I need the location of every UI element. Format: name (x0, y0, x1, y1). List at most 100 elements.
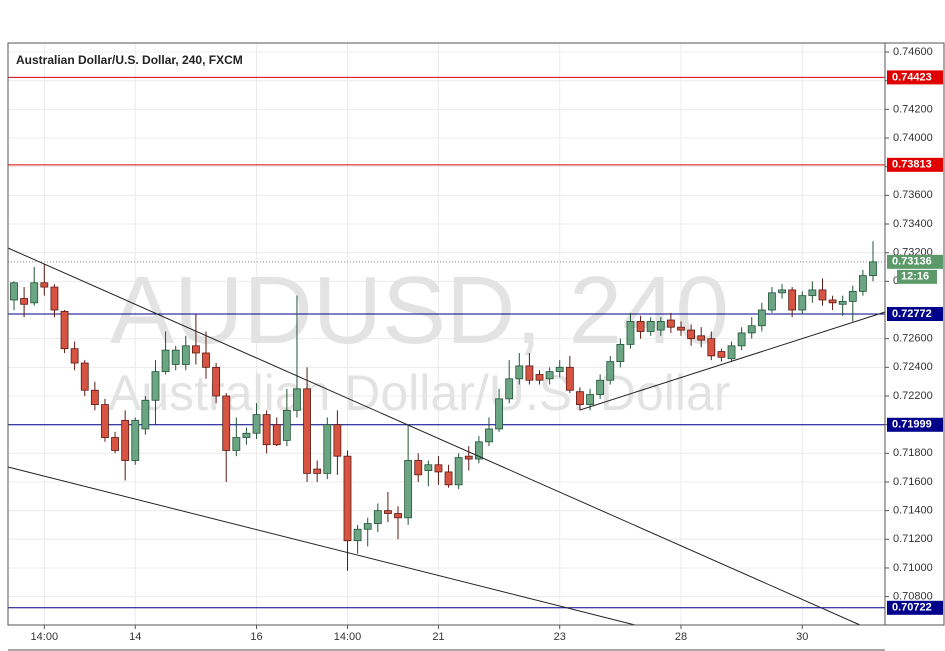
candle-body (90, 389, 99, 405)
y-tick-label: 0.71200 (893, 533, 933, 545)
candle-body (586, 394, 594, 405)
level-label: 0.73813 (892, 159, 932, 171)
level-tag (887, 157, 943, 172)
candle-body (303, 388, 311, 474)
trend-line (7, 466, 636, 626)
candle-body (60, 311, 69, 350)
candle-body (848, 290, 857, 302)
y-tick-label: 0.72600 (893, 333, 933, 345)
x-tick-label: 28 (675, 631, 687, 643)
level-tag (887, 600, 943, 615)
candle-body (606, 361, 615, 381)
candle-body (474, 441, 483, 460)
candle-body (434, 464, 443, 473)
axis-labels: 0.70800 0.71000 0.71200 0.71400 0.71600 0.718… (31, 46, 943, 643)
candle-body (626, 321, 635, 345)
x-tick-label: 30 (796, 631, 808, 643)
candle-body (727, 345, 736, 360)
candle-body (121, 419, 130, 461)
candle-body (161, 349, 170, 373)
y-tick-label: 0.71600 (893, 476, 933, 488)
candle-body (747, 325, 756, 334)
candle-body (70, 348, 79, 364)
candle-body (424, 464, 433, 471)
y-tick-label: 0.72400 (893, 361, 933, 373)
candle-body (687, 329, 695, 340)
candle-body (616, 343, 625, 362)
candle-body (272, 424, 281, 446)
candle-body (869, 261, 877, 276)
candle-body (20, 298, 29, 305)
candle-body (293, 388, 301, 411)
y-tick-label: 0.74600 (893, 46, 933, 58)
level-label: 0.74423 (892, 71, 932, 83)
candle-body (666, 319, 675, 328)
candle-body (323, 424, 332, 474)
candle-body (515, 365, 524, 380)
candle-body (151, 371, 160, 401)
chart-title: Australian Dollar/U.S. Dollar, 240, FXCM (16, 53, 243, 67)
candle-body (373, 510, 382, 524)
trend-line (7, 247, 861, 626)
candle-body (111, 437, 119, 451)
y-tick-label: 0.74000 (893, 132, 933, 144)
level-tag (887, 70, 943, 85)
candle-body (222, 395, 231, 451)
grid (8, 43, 885, 625)
candle-body (394, 513, 402, 519)
candle-body (50, 286, 59, 311)
candle-body (192, 345, 200, 354)
candle-body (171, 349, 180, 365)
y-tick-label: 0.73400 (893, 218, 933, 230)
countdown-label: 12:16 (901, 271, 929, 283)
y-tick-label: 0.70800 (893, 591, 933, 603)
candle-body (858, 275, 867, 292)
price-axis (884, 42, 945, 626)
candle-body (131, 419, 140, 461)
y-tick-label: 0 (893, 275, 899, 287)
candle-body (656, 321, 665, 331)
level-label: 0.72772 (892, 308, 932, 320)
candle-body (768, 292, 776, 311)
candle-body (838, 300, 847, 305)
candle-body (282, 409, 291, 441)
candle-body (818, 289, 827, 301)
candle-body (181, 345, 190, 365)
candle-body (485, 428, 493, 443)
candle-body (505, 378, 514, 400)
x-tick-label: 14 (129, 631, 141, 643)
candle-body (343, 455, 352, 542)
candle-body (757, 309, 766, 327)
candle-body (495, 398, 503, 430)
candle-body (464, 455, 473, 460)
level-label: 0.70722 (892, 602, 932, 614)
candle-body (636, 321, 645, 332)
candle-body (202, 352, 210, 368)
x-tick-label: 21 (432, 631, 444, 643)
candle-body (363, 523, 372, 530)
x-tick-label: 23 (554, 631, 566, 643)
last-price-tag (887, 254, 943, 269)
candle-body (646, 321, 655, 332)
candle-body (707, 338, 716, 357)
watermark-sub: Australian Dollar/U.S. Dollar (108, 365, 730, 421)
candle-body (30, 282, 39, 304)
y-tick-label: 0.71400 (893, 505, 933, 517)
candle-body (101, 404, 109, 438)
level-label: 0.71999 (892, 419, 932, 431)
candle-body (535, 374, 544, 381)
candle-body (565, 366, 574, 391)
candle-body (525, 365, 534, 381)
candle-body (262, 414, 271, 446)
candle-body (697, 335, 706, 341)
candle-body (353, 528, 362, 542)
y-tick-label: 0.71000 (893, 562, 933, 574)
y-tick-label: 0.73600 (893, 189, 933, 201)
candle-body (717, 351, 726, 358)
candle-body (677, 326, 685, 331)
trend-line (579, 311, 886, 411)
candle-body (10, 282, 18, 301)
candle-body (242, 432, 251, 438)
